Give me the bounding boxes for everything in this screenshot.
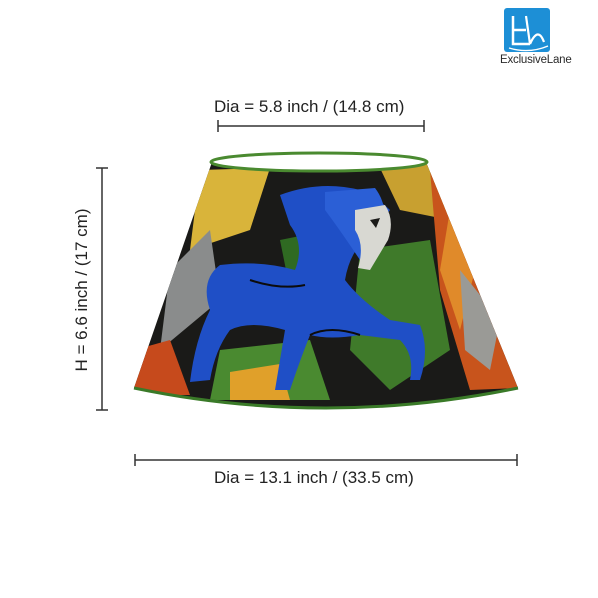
brand-name: ExclusiveLane [500, 54, 572, 66]
height-label: H = 6.6 inch / (17 cm) [72, 208, 91, 372]
top-diameter-line [217, 120, 425, 132]
horse-motif [190, 186, 425, 390]
logo-mark-icon [504, 8, 550, 52]
top-diameter-label: Dia = 5.8 inch / (14.8 cm) [214, 97, 405, 116]
brand-logo: ExclusiveLane [500, 6, 592, 72]
bottom-diameter-line [134, 454, 518, 466]
lamp-shade-image [133, 151, 519, 410]
bottom-diameter-label: Dia = 13.1 inch / (33.5 cm) [214, 468, 414, 487]
height-line [96, 167, 108, 411]
